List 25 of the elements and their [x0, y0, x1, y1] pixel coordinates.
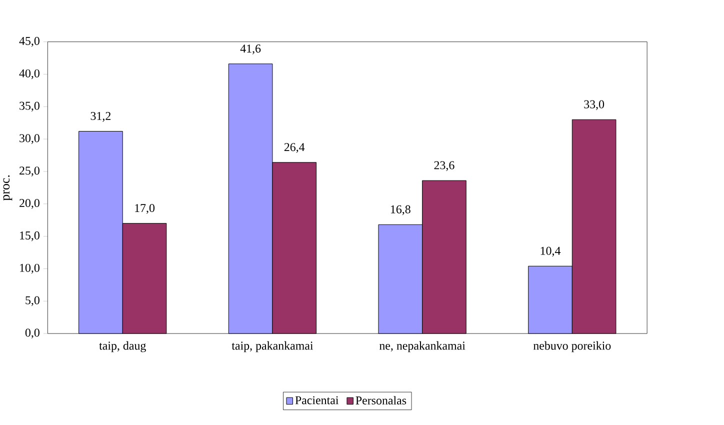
y-tick-label: 5,0: [26, 296, 40, 306]
y-tick-label: 10,0: [20, 264, 40, 274]
data-label: 41,6: [240, 44, 261, 54]
y-tick-label: 35,0: [20, 102, 40, 112]
y-tick-label: 15,0: [20, 231, 40, 242]
y-tick-label: 30,0: [20, 134, 40, 144]
data-label: 33,0: [584, 100, 604, 110]
data-label: 23,6: [434, 161, 454, 171]
y-tick-label: 25,0: [20, 166, 40, 176]
x-tick-label: nebuvo poreikio: [533, 341, 611, 352]
data-label: 16,8: [390, 205, 410, 216]
legend-label: Pacientai: [295, 396, 339, 404]
y-tick-label: 40,0: [19, 69, 40, 80]
y-tick-label: 45,0: [19, 36, 40, 47]
x-tick-label: taip, daug: [99, 341, 146, 352]
data-label: 26,4: [284, 143, 305, 153]
x-tick-label: ne, nepakankamai: [379, 341, 466, 352]
data-label: 31,2: [90, 112, 110, 122]
y-tick-label: 0,0: [25, 328, 40, 338]
legend-label: Personalas: [356, 396, 406, 404]
y-axis-title: proc.: [3, 175, 12, 201]
data-label: 10,4: [540, 246, 561, 257]
data-label: 17,0: [135, 204, 155, 214]
y-tick-label: 20,0: [20, 198, 40, 209]
x-tick-label: taip, pakankamai: [232, 341, 314, 352]
